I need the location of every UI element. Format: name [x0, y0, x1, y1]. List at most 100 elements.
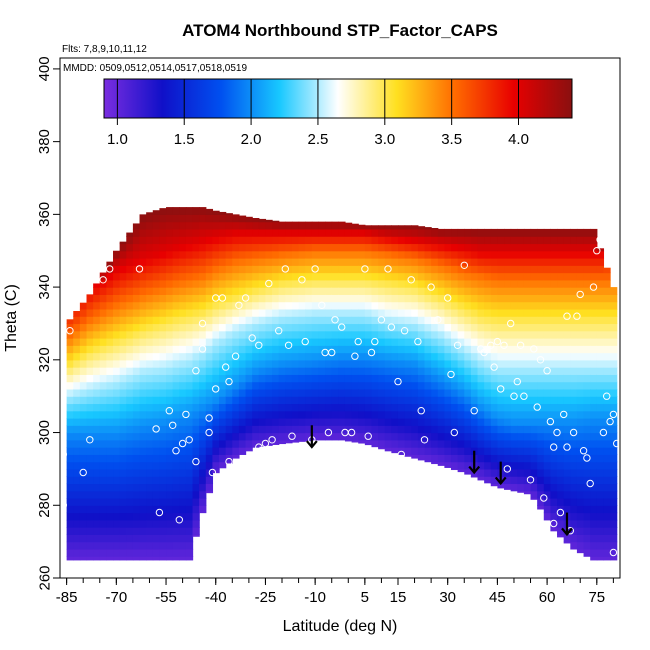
heatmap-cell [404, 250, 412, 259]
heatmap-cell [166, 265, 174, 274]
heatmap-cell [411, 425, 419, 434]
heatmap-cell [199, 483, 207, 492]
heatmap-cell [252, 218, 260, 223]
heatmap-cell [563, 279, 571, 288]
heatmap-cell [424, 367, 432, 375]
heatmap-cell [537, 228, 545, 237]
heatmap-cell [152, 250, 161, 259]
heatmap-cell [411, 447, 419, 455]
heatmap-cell [172, 403, 180, 412]
heatmap-cell [139, 258, 147, 266]
heatmap-cell [311, 228, 320, 237]
heatmap-cell [338, 258, 346, 266]
observation-point [99, 276, 107, 284]
heatmap-cell [86, 519, 94, 528]
heatmap-cell [417, 308, 426, 317]
heatmap-cell [265, 374, 273, 383]
heatmap-cell [384, 287, 392, 295]
observation-point [66, 327, 74, 335]
heatmap-cell [391, 432, 399, 441]
heatmap-cell [192, 483, 200, 492]
heatmap-cell [185, 439, 194, 448]
heatmap-cell [166, 410, 174, 419]
heatmap-cell [477, 410, 485, 419]
heatmap-cell [185, 541, 194, 550]
heatmap-cell [411, 410, 419, 419]
heatmap-cell [73, 548, 81, 557]
heatmap-cell [484, 432, 492, 441]
heatmap-cell [126, 396, 134, 405]
heatmap-cell [106, 454, 114, 463]
heatmap-cell [192, 345, 200, 354]
heatmap-cell [596, 323, 605, 332]
heatmap-cell [166, 338, 174, 346]
heatmap-cell [411, 236, 419, 245]
heatmap-cell [152, 381, 161, 390]
heatmap-cell [146, 381, 154, 390]
heatmap-cell [278, 272, 286, 281]
observation-point [60, 450, 67, 459]
heatmap-cell [225, 338, 233, 346]
heatmap-cell [590, 330, 598, 339]
heatmap-cell [358, 236, 366, 245]
heatmap-cell [384, 432, 392, 441]
heatmap-cell [543, 483, 552, 492]
heatmap-cell [563, 483, 571, 492]
heatmap-cell [444, 279, 452, 288]
heatmap-cell [291, 308, 300, 317]
heatmap-cell [318, 301, 326, 310]
heatmap-cell [99, 432, 107, 441]
observation-point [540, 494, 548, 502]
heatmap-cell [603, 498, 611, 506]
heatmap-cell [510, 287, 518, 295]
heatmap-cell [457, 359, 465, 368]
heatmap-cell [457, 330, 465, 339]
observation-point [268, 436, 276, 444]
heatmap-cell [146, 425, 154, 434]
heatmap-cell [212, 352, 220, 361]
heatmap-cell [603, 374, 611, 383]
heatmap-cell [305, 287, 313, 295]
heatmap-cell [132, 381, 141, 390]
heatmap-cell [590, 301, 598, 310]
heatmap-cell [86, 367, 94, 375]
heatmap-cell [73, 490, 81, 499]
heatmap-cell [126, 236, 134, 245]
heatmap-cell [113, 425, 121, 434]
heatmap-cell [291, 367, 300, 375]
heatmap-cell [119, 512, 127, 521]
heatmap-cell [166, 316, 174, 325]
heatmap-cell [225, 294, 233, 303]
heatmap-cell [537, 308, 545, 317]
heatmap-cell [444, 439, 452, 448]
heatmap-cell [305, 410, 313, 419]
heatmap-cell [278, 367, 286, 375]
heatmap-cell [73, 556, 81, 561]
heatmap-cell [570, 498, 578, 506]
heatmap-cell [504, 396, 512, 405]
heatmap-cell [523, 439, 532, 448]
heatmap-cell [258, 243, 267, 252]
heatmap-cell [451, 447, 459, 455]
heatmap-cell [278, 316, 286, 325]
heatmap-cell [583, 512, 591, 521]
heatmap-cell [411, 396, 419, 405]
heatmap-cell [470, 265, 479, 274]
heatmap-cell [265, 236, 273, 245]
heatmap-cell [543, 236, 552, 245]
heatmap-cell [166, 432, 174, 441]
heatmap-cell [258, 410, 267, 419]
heatmap-cell [451, 250, 459, 259]
heatmap-cell [391, 287, 399, 295]
heatmap-cell [311, 250, 320, 259]
heatmap-cell [437, 323, 445, 332]
heatmap-cell [291, 221, 300, 230]
heatmap-cell [113, 432, 121, 441]
heatmap-cell [570, 236, 578, 245]
heatmap-cell [311, 418, 320, 426]
heatmap-cell [451, 403, 459, 412]
heatmap-cell [384, 396, 392, 405]
heatmap-cell [106, 352, 114, 361]
heatmap-cell [205, 316, 214, 325]
heatmap-cell [517, 425, 525, 434]
